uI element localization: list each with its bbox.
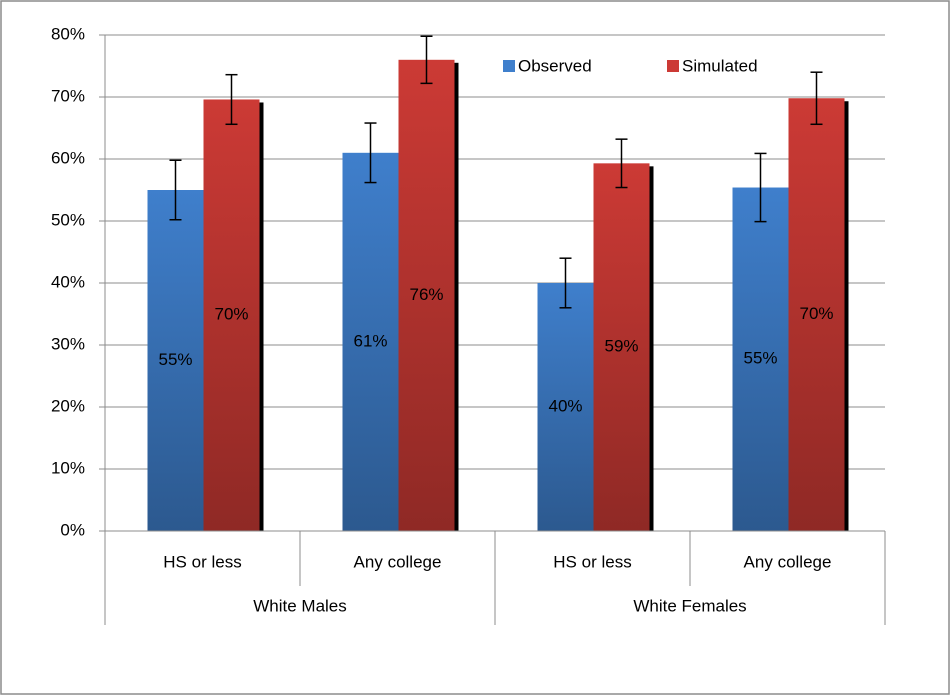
bar [732,187,789,531]
error-bar [754,152,767,223]
data-label: 70% [799,304,833,323]
x-tick-label: HS or less [163,552,241,571]
bar [537,283,594,531]
bar [398,59,455,532]
y-tick-label: 70% [51,86,85,105]
bar [147,190,204,531]
bar [342,152,399,532]
y-tick-label: 20% [51,396,85,415]
error-bar [364,122,377,184]
group-label: White Females [633,596,746,615]
y-tick-label: 60% [51,148,85,167]
x-tick-label: Any college [744,552,832,571]
y-tick-label: 40% [51,272,85,291]
y-tick-label: 50% [51,210,85,229]
legend-swatch [503,60,515,72]
data-label: 40% [548,396,582,415]
y-tick-label: 0% [60,520,85,539]
error-bar [169,159,182,221]
y-tick-label: 30% [51,334,85,353]
bar [788,98,845,532]
error-bar [810,71,823,126]
bar [593,163,650,531]
error-bar [559,257,572,309]
data-label: 70% [214,305,248,324]
error-bar [225,73,238,126]
data-label: 59% [604,337,638,356]
legend-label: Observed [518,56,592,75]
y-tick-label: 80% [51,24,85,43]
error-bar [615,138,628,189]
data-label: 61% [353,331,387,350]
legend-swatch [667,60,679,72]
data-label: 55% [158,350,192,369]
error-bar [420,35,433,85]
x-tick-label: Any college [354,552,442,571]
y-tick-label: 10% [51,458,85,477]
bar [203,99,260,531]
data-label: 55% [743,349,777,368]
group-label: White Males [253,596,347,615]
legend-label: Simulated [682,56,758,75]
x-tick-label: HS or less [553,552,631,571]
data-label: 76% [409,285,443,304]
